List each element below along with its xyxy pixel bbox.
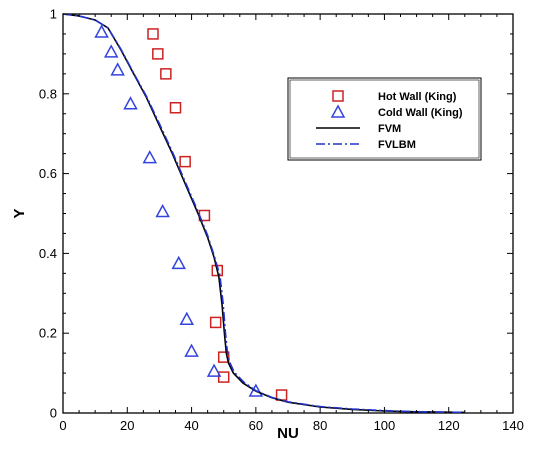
x-tick-label: 100 bbox=[374, 418, 396, 433]
legend-inner-border bbox=[289, 79, 480, 159]
y-tick-label: 0.6 bbox=[39, 166, 57, 181]
data-point bbox=[103, 44, 119, 58]
legend-label: FVM bbox=[378, 123, 401, 135]
legend-label: FVLBM bbox=[378, 139, 416, 151]
data-point bbox=[248, 383, 264, 397]
x-tick-label: 40 bbox=[184, 418, 198, 433]
series-0 bbox=[147, 28, 288, 401]
series-line bbox=[62, 13, 465, 414]
legend-item: FVLBM bbox=[316, 139, 416, 151]
data-point bbox=[206, 363, 222, 377]
data-point bbox=[217, 371, 230, 383]
x-tick-label: 0 bbox=[59, 418, 66, 433]
series-1 bbox=[94, 24, 264, 397]
axis-ticks: 0 20 40 60 80 100 120 140 0 0.2 0.4 0.6 0.8 1 bbox=[39, 7, 524, 434]
data-point bbox=[160, 68, 172, 80]
legend-label: Hot Wall (King) bbox=[378, 91, 457, 103]
data-point bbox=[147, 28, 159, 40]
data-point bbox=[275, 389, 288, 401]
series-3 bbox=[62, 13, 465, 414]
y-tick-label: 1 bbox=[50, 7, 57, 22]
y-tick-label: 0.2 bbox=[39, 326, 57, 341]
x-tick-label: 120 bbox=[438, 418, 460, 433]
legend-marker bbox=[332, 90, 344, 102]
legend: Hot Wall (King) Cold Wall (King) FVM FVLBM bbox=[287, 77, 482, 161]
x-axis-title: NU bbox=[277, 425, 299, 442]
x-tick-label: 80 bbox=[313, 418, 327, 433]
data-point bbox=[171, 255, 186, 270]
legend-item: Hot Wall (King) bbox=[332, 90, 457, 103]
data-point bbox=[209, 316, 222, 329]
data-point bbox=[142, 150, 158, 164]
y-tick-label: 0.4 bbox=[39, 246, 57, 261]
data-point bbox=[94, 24, 109, 38]
data-point bbox=[184, 343, 199, 357]
legend-box bbox=[287, 77, 482, 161]
plot-frame bbox=[62, 13, 514, 414]
plot-area bbox=[62, 13, 514, 414]
legend-marker bbox=[330, 104, 346, 118]
data-point bbox=[152, 48, 164, 60]
data-point bbox=[179, 155, 191, 168]
data-point bbox=[155, 203, 170, 218]
x-tick-label: 140 bbox=[502, 418, 524, 433]
legend-item: FVM bbox=[316, 123, 401, 135]
data-point bbox=[123, 96, 138, 110]
data-point bbox=[169, 102, 182, 114]
y-axis-title: Y bbox=[11, 208, 28, 218]
data-point bbox=[217, 351, 230, 363]
data-point bbox=[110, 62, 125, 76]
y-tick-label: 0.8 bbox=[39, 86, 57, 101]
legend-item: Cold Wall (King) bbox=[330, 104, 463, 119]
data-point bbox=[179, 311, 195, 325]
x-tick-label: 60 bbox=[249, 418, 263, 433]
x-tick-label: 20 bbox=[120, 418, 134, 433]
y-tick-label: 0 bbox=[50, 406, 57, 421]
legend-label: Cold Wall (King) bbox=[378, 107, 463, 119]
